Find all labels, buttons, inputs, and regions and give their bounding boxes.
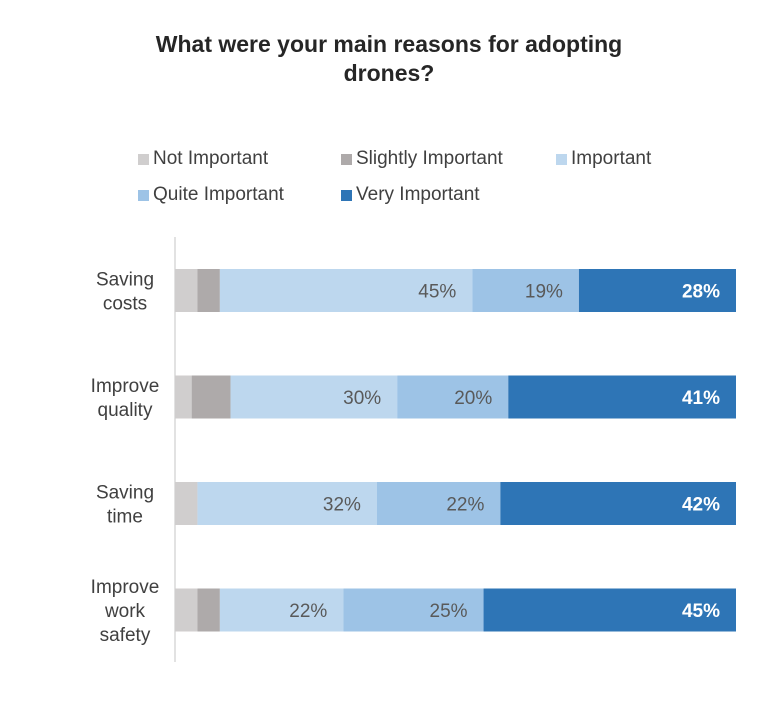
chart-title-line-1: What were your main reasons for adopting [155,31,623,57]
category-label-saving-time: Saving time [96,483,154,528]
data-label-saving-time-very-important: 42% [682,495,720,516]
bar-improve-work-safety-very-important [483,588,736,632]
data-label-improve-quality-important: 30% [343,388,381,409]
bar-improve-quality-quite-important [397,375,509,419]
category-label-line: Saving [96,483,154,504]
bar-saving-time-very-important [500,482,736,525]
data-label-improve-quality-very-important: 41% [682,388,720,409]
data-label-saving-costs-quite-important: 19% [525,282,563,303]
bar-saving-costs-important [219,269,473,312]
category-label-improve-work-safety: Improve work safety [91,577,160,646]
bar-saving-costs-quite-important [472,269,579,312]
bar-improve-quality-important [230,375,398,419]
bar-saving-costs-very-important [578,269,736,312]
category-label-saving-costs: Saving costs [96,270,154,315]
bar-improve-work-safety-quite-important [343,588,484,632]
bar-improve-work-safety-not-important [175,588,198,632]
category-label-line: costs [103,294,147,315]
bar-saving-time-important [197,482,377,525]
chart-title-line-2: drones? [343,60,435,86]
bar-improve-quality-very-important [508,375,736,419]
bar-saving-time-quite-important [376,482,501,525]
data-label-improve-quality-quite-important: 20% [454,388,492,409]
bar-improve-work-safety-slightly-important [197,588,220,632]
category-label-line: safety [100,625,151,646]
bar-saving-time-not-important [175,482,198,525]
bars-group: 45% 19% 28% 30% 20% 41% 32% 22% 42% 22% 25% 45% [175,269,736,632]
data-label-saving-costs-important: 45% [418,282,456,303]
category-label-line: time [107,507,143,528]
bar-improve-work-safety-important [219,588,344,632]
data-label-saving-time-quite-important: 22% [446,495,484,516]
category-label-line: quality [98,400,153,421]
category-label-line: Saving [96,270,154,291]
data-label-improve-work-safety-very-important: 45% [682,601,720,622]
bar-saving-costs-not-important [175,269,198,312]
data-label-improve-work-safety-important: 22% [289,601,327,622]
data-label-saving-costs-very-important: 28% [682,282,720,303]
category-labels-group: Saving costs Improve quality Saving time Impro… [91,270,160,647]
chart-title: What were your main reasons for adopting… [0,30,778,88]
bar-improve-quality-not-important [175,375,192,419]
category-label-line: Improve [91,577,160,598]
data-label-saving-time-important: 32% [323,495,361,516]
bar-improve-quality-slightly-important [191,375,231,419]
bar-saving-costs-slightly-important [197,269,220,312]
category-label-improve-quality: Improve quality [91,376,160,421]
category-label-line: work [104,601,146,622]
category-label-line: Improve [91,376,160,397]
data-label-improve-work-safety-quite-important: 25% [430,601,468,622]
